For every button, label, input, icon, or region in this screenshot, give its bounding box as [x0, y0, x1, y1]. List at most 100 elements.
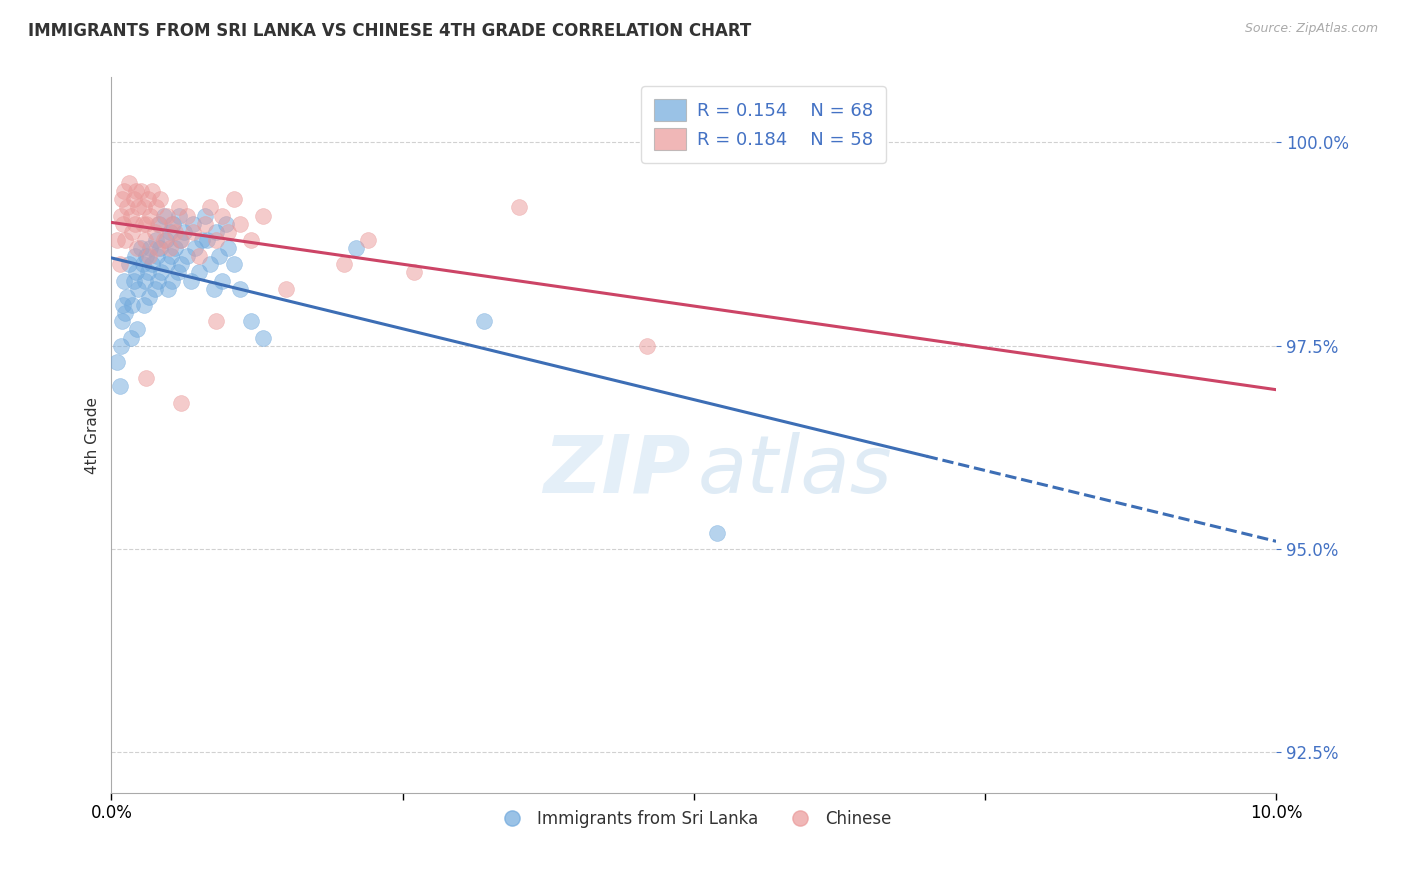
Point	[129, 241, 152, 255]
Point	[143, 225, 166, 239]
Point	[145, 201, 167, 215]
Point	[125, 322, 148, 336]
Point	[194, 217, 217, 231]
Point	[112, 217, 135, 231]
Point	[145, 233, 167, 247]
Point	[166, 265, 188, 279]
Point	[240, 233, 263, 247]
Point	[173, 225, 195, 239]
Point	[108, 257, 131, 271]
Point	[205, 225, 228, 239]
Point	[472, 314, 495, 328]
Point	[170, 257, 193, 271]
Y-axis label: 4th Grade: 4th Grade	[86, 397, 100, 474]
Point	[170, 395, 193, 409]
Point	[132, 217, 155, 231]
Point	[181, 217, 204, 231]
Point	[404, 265, 426, 279]
Point	[160, 274, 183, 288]
Point	[112, 298, 135, 312]
Point	[122, 274, 145, 288]
Point	[176, 209, 198, 223]
Point	[120, 330, 142, 344]
Point	[508, 201, 530, 215]
Point	[180, 274, 202, 288]
Point	[170, 233, 193, 247]
Point	[149, 192, 172, 206]
Point	[156, 209, 179, 223]
Point	[146, 249, 169, 263]
Legend: Immigrants from Sri Lanka, Chinese: Immigrants from Sri Lanka, Chinese	[489, 803, 898, 834]
Point	[636, 338, 658, 352]
Point	[200, 201, 222, 215]
Point	[115, 290, 138, 304]
Point	[202, 282, 225, 296]
Point	[146, 241, 169, 255]
Point	[112, 184, 135, 198]
Point	[153, 209, 176, 223]
Point	[125, 265, 148, 279]
Point	[195, 233, 218, 247]
Point	[120, 209, 142, 223]
Point	[108, 379, 131, 393]
Point	[274, 282, 297, 296]
Point	[165, 225, 187, 239]
Point	[125, 241, 148, 255]
Point	[217, 241, 239, 255]
Point	[111, 314, 134, 328]
Point	[205, 233, 228, 247]
Point	[240, 314, 263, 328]
Point	[165, 241, 187, 255]
Point	[111, 192, 134, 206]
Point	[252, 209, 274, 223]
Point	[184, 241, 207, 255]
Point	[124, 217, 146, 231]
Point	[136, 265, 159, 279]
Point	[222, 257, 245, 271]
Point	[134, 274, 156, 288]
Point	[118, 176, 141, 190]
Point	[105, 233, 128, 247]
Point	[344, 241, 367, 255]
Point	[132, 298, 155, 312]
Point	[121, 225, 143, 239]
Point	[176, 249, 198, 263]
Point	[207, 249, 229, 263]
Point	[150, 265, 173, 279]
Point	[356, 233, 378, 247]
Point	[157, 282, 180, 296]
Point	[135, 217, 157, 231]
Text: IMMIGRANTS FROM SRI LANKA VS CHINESE 4TH GRADE CORRELATION CHART: IMMIGRANTS FROM SRI LANKA VS CHINESE 4TH…	[28, 22, 751, 40]
Point	[135, 371, 157, 385]
Point	[132, 257, 155, 271]
Point	[159, 225, 181, 239]
Point	[146, 217, 169, 231]
Point	[141, 184, 163, 198]
Point	[136, 192, 159, 206]
Point	[135, 249, 157, 263]
Point	[159, 241, 181, 255]
Point	[228, 217, 250, 231]
Point	[127, 282, 149, 296]
Point	[194, 209, 217, 223]
Point	[211, 209, 233, 223]
Point	[333, 257, 356, 271]
Point	[167, 209, 190, 223]
Point	[181, 225, 204, 239]
Point	[139, 241, 162, 255]
Point	[143, 282, 166, 296]
Point	[115, 201, 138, 215]
Point	[214, 217, 236, 231]
Point	[146, 274, 169, 288]
Point	[205, 314, 228, 328]
Point	[153, 233, 176, 247]
Point	[252, 330, 274, 344]
Point	[110, 209, 132, 223]
Point	[129, 184, 152, 198]
Point	[187, 249, 209, 263]
Text: ZIP: ZIP	[543, 432, 690, 510]
Point	[125, 184, 148, 198]
Point	[139, 209, 162, 223]
Point	[169, 233, 191, 247]
Point	[122, 192, 145, 206]
